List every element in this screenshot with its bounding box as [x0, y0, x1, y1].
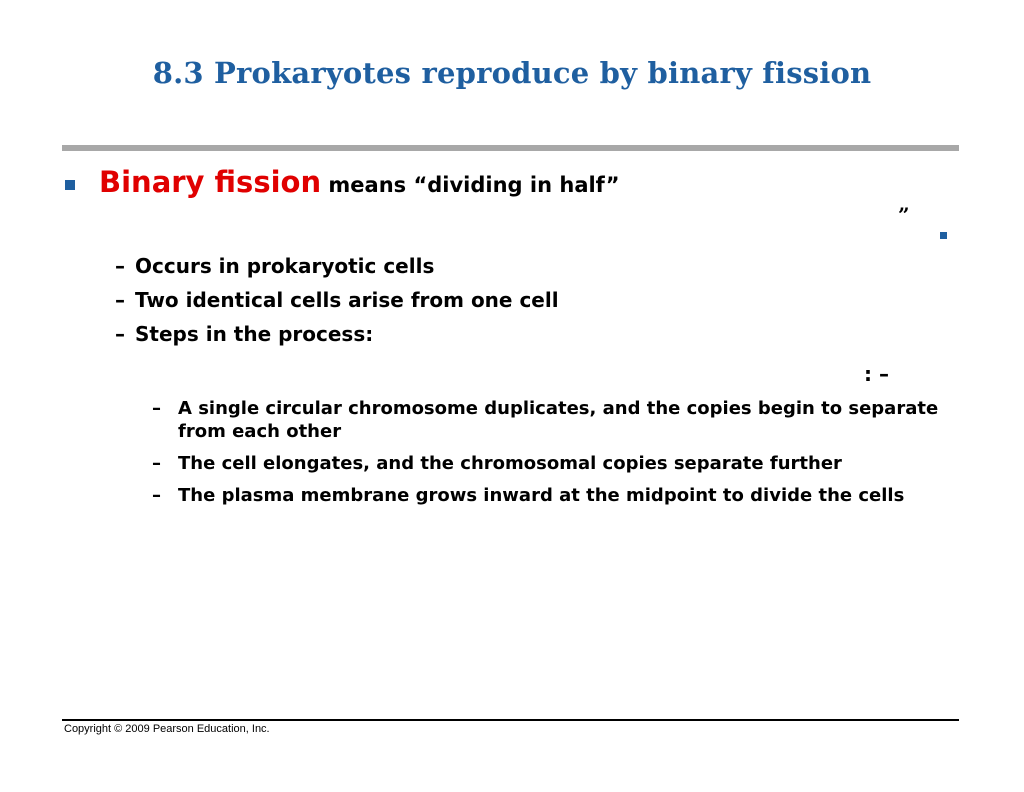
footer-divider [62, 719, 959, 721]
sub-bullet-text: Steps in the process: [135, 322, 374, 346]
sub-bullet-item: – Two identical cells arise from one cell [115, 288, 559, 322]
dash-icon: – [115, 254, 125, 278]
sub-bullet-text: Occurs in prokaryotic cells [135, 254, 435, 278]
sub-bullet-item: – Steps in the process: [115, 322, 559, 356]
process-step: – The cell elongates, and the chromosomal… [152, 452, 972, 475]
process-step-text: The cell elongates, and the chromosomal … [178, 453, 842, 474]
process-step-text: The plasma membrane grows inward at the … [178, 485, 905, 506]
dash-icon: – [152, 485, 161, 506]
slide-title: 8.3 Prokaryotes reproduce by binary fiss… [152, 56, 872, 90]
process-step-list: – A single circular chromosome duplicates… [152, 397, 972, 516]
sub-bullet-text: Two identical cells arise from one cell [135, 288, 559, 312]
dash-icon: – [152, 453, 161, 474]
process-step: – The plasma membrane grows inward at the… [152, 484, 972, 507]
dash-icon: – [115, 288, 125, 312]
dash-icon: – [115, 322, 125, 346]
stray-quote-mark: ” [898, 203, 910, 227]
sub-bullet-list: – Occurs in prokaryotic cells – Two identi… [115, 254, 559, 356]
title-divider [62, 145, 959, 151]
square-bullet-icon [65, 180, 75, 190]
stray-colon-dash: : – [864, 362, 889, 386]
copyright-footer: Copyright © 2009 Pearson Education, Inc. [64, 723, 270, 735]
process-step: – A single circular chromosome duplicates… [152, 397, 972, 443]
main-bullet-text: means “dividing in half” [321, 173, 620, 197]
dash-icon: – [152, 398, 161, 419]
sub-bullet-item: – Occurs in prokaryotic cells [115, 254, 559, 288]
main-bullet: Binary fission means “dividing in half” [99, 165, 620, 199]
process-step-text: A single circular chromosome duplicates,… [178, 398, 939, 442]
stray-square-bullet-icon [940, 232, 947, 239]
main-bullet-term: Binary fission [99, 165, 322, 199]
